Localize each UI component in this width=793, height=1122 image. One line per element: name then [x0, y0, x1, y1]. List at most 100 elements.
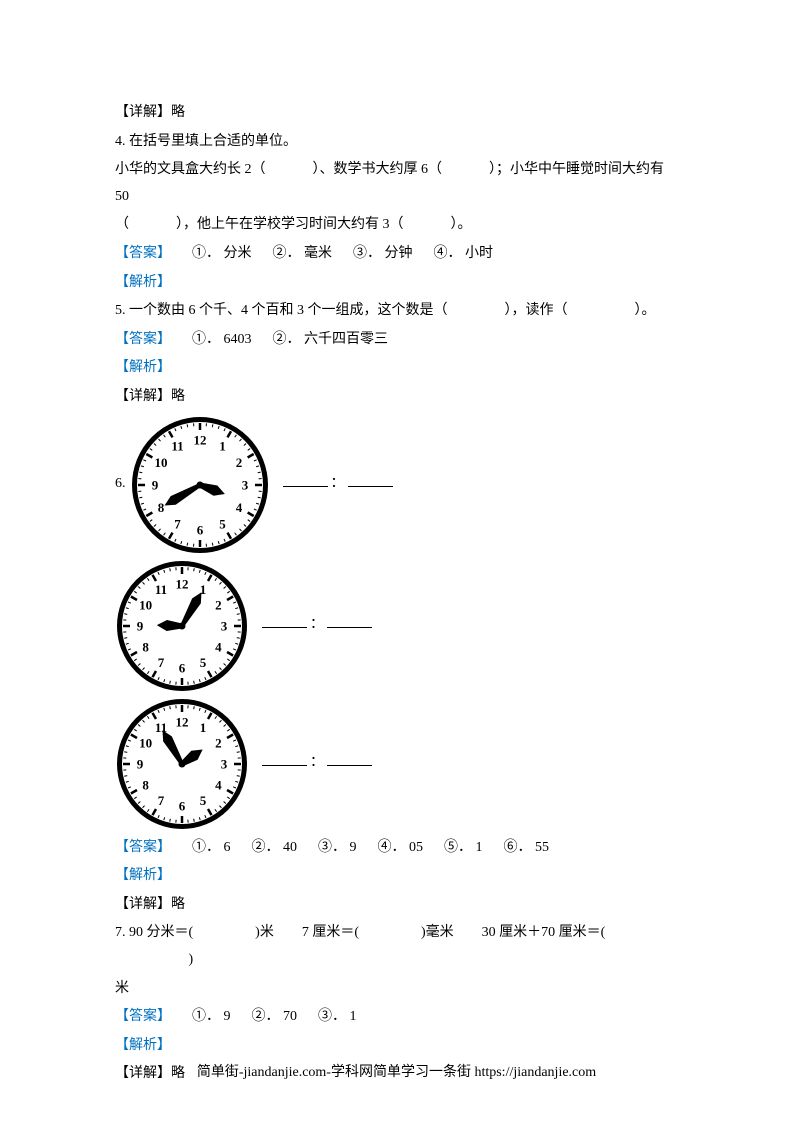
svg-text:7: 7	[174, 516, 181, 531]
q7-t3: )毫米 30 厘米＋70 厘米＝(	[421, 925, 605, 940]
svg-text:5: 5	[200, 792, 207, 807]
svg-text:11: 11	[155, 582, 167, 597]
q6-a5n: ⑤．	[444, 840, 472, 855]
q4-answer: 【答案】 ①． 分米 ②． 毫米 ③． 分钟 ④． 小时	[115, 241, 678, 268]
q4-c2: ），他上午在学校学习时间大约有 3（	[176, 217, 404, 232]
svg-text:6: 6	[179, 660, 186, 675]
q7-line2: 米	[115, 976, 678, 1003]
q6-a2n: ②．	[252, 840, 280, 855]
q4-b2: ）、数学书大约厚 6（	[313, 162, 443, 177]
q7-a3n: ③．	[318, 1009, 346, 1024]
q5-line1: 5. 一个数由 6 个千、4 个百和 3 个一组成，这个数是（ ），读作（ ）。	[115, 298, 678, 325]
svg-text:4: 4	[235, 500, 242, 515]
q4-line3: （ ），他上午在学校学习时间大约有 3（ ）。	[115, 212, 678, 239]
q6-clock-row-1: 6. 123456789101112 ：	[115, 415, 678, 555]
q6-a4n: ④．	[378, 840, 406, 855]
q5-num: 5.	[115, 303, 126, 318]
q4-line1: 4. 在括号里填上合适的单位。	[115, 129, 678, 156]
q6-a4v: 05	[409, 840, 423, 855]
q7-a3v: 1	[350, 1009, 357, 1024]
q7-t1: 7. 90 分米＝(	[115, 925, 193, 940]
svg-text:6: 6	[179, 798, 186, 813]
q4-a3v: 分钟	[385, 246, 413, 261]
q6-clock-1: 123456789101112	[130, 415, 270, 555]
q5-a2v: 六千四百零三	[304, 332, 388, 347]
q7-a2n: ②．	[252, 1009, 280, 1024]
q4-num: 4.	[115, 134, 126, 149]
q7-analysis-label: 【解析】	[115, 1038, 171, 1053]
q6-a1v: 6	[224, 840, 231, 855]
q6-time-3: ：	[259, 750, 375, 777]
q4-line2: 小华的文具盒大约长 2（ ）、数学书大约厚 6（ ）；小华中午睡觉时间大约有 5…	[115, 157, 678, 210]
svg-text:3: 3	[241, 477, 248, 492]
q5-analysis-label: 【解析】	[115, 360, 171, 375]
q5-a2n: ②．	[273, 332, 301, 347]
svg-text:8: 8	[142, 639, 149, 654]
q6-time-1: ：	[280, 471, 396, 498]
q7-a1n: ①．	[192, 1009, 220, 1024]
detail-omit-2: 【详解】略	[115, 384, 678, 411]
q4-b1: 小华的文具盒大约长 2（	[115, 162, 266, 177]
q4-a4n: ④．	[434, 246, 462, 261]
svg-text:9: 9	[137, 618, 144, 633]
svg-text:5: 5	[200, 654, 207, 669]
svg-text:7: 7	[158, 792, 165, 807]
svg-text:11: 11	[171, 438, 183, 453]
q7-t2: )米 7 厘米＝(	[255, 925, 359, 940]
q6-colon-3: ：	[310, 755, 324, 770]
q4-c3: ）。	[451, 217, 472, 232]
q5-answer-label: 【答案】	[115, 332, 171, 347]
q6-a3v: 9	[350, 840, 357, 855]
q6-num: 6.	[115, 471, 126, 498]
q7-a2v: 70	[283, 1009, 297, 1024]
q4-answer-label: 【答案】	[115, 246, 171, 261]
svg-text:3: 3	[221, 756, 228, 771]
q4-analysis-label: 【解析】	[115, 275, 171, 290]
q7-t4: )	[189, 952, 194, 967]
q6-clock-2: 123456789101112	[115, 559, 249, 693]
q7-analysis: 【解析】	[115, 1033, 678, 1060]
svg-text:2: 2	[215, 597, 222, 612]
q4-c1: （	[115, 217, 129, 232]
q7-answer: 【答案】 ①． 9 ②． 70 ③． 1	[115, 1004, 678, 1031]
q5-t1: 一个数由 6 个千、4 个百和 3 个一组成，这个数是（	[129, 303, 448, 318]
q5-answer: 【答案】 ①． 6403 ②． 六千四百零三	[115, 327, 678, 354]
svg-text:4: 4	[215, 639, 222, 654]
q6-a6v: 55	[535, 840, 549, 855]
svg-text:3: 3	[221, 618, 228, 633]
q5-a1n: ①．	[192, 332, 220, 347]
q4-analysis: 【解析】	[115, 270, 678, 297]
svg-text:12: 12	[193, 432, 206, 447]
svg-text:2: 2	[215, 735, 222, 750]
q7-answer-label: 【答案】	[115, 1009, 171, 1024]
q5-a1v: 6403	[224, 332, 252, 347]
svg-text:4: 4	[215, 777, 222, 792]
q6-answer: 【答案】 ①． 6 ②． 40 ③． 9 ④． 05 ⑤． 1 ⑥． 55	[115, 835, 678, 862]
detail-omit-1: 【详解】略	[115, 100, 678, 127]
q4-a1v: 分米	[224, 246, 252, 261]
q6-colon-2: ：	[310, 617, 324, 632]
q5-t2: ），读作（	[505, 303, 568, 318]
q4-a4v: 小时	[465, 246, 493, 261]
svg-text:1: 1	[200, 720, 207, 735]
q6-time-2: ：	[259, 612, 375, 639]
q6-a2v: 40	[283, 840, 297, 855]
svg-text:5: 5	[219, 516, 226, 531]
q4-a2v: 毫米	[304, 246, 332, 261]
q4-a3n: ③．	[353, 246, 381, 261]
svg-text:8: 8	[157, 500, 164, 515]
q6-a3n: ③．	[318, 840, 346, 855]
q4-a1n: ①．	[192, 246, 220, 261]
q5-analysis: 【解析】	[115, 355, 678, 382]
q6-a5v: 1	[476, 840, 483, 855]
svg-text:12: 12	[176, 576, 189, 591]
q4-text-a: 在括号里填上合适的单位。	[129, 134, 297, 149]
q6-clock-row-3: 123456789101112 ：	[115, 697, 678, 831]
svg-text:7: 7	[158, 654, 165, 669]
q6-answer-label: 【答案】	[115, 840, 171, 855]
q6-clock-row-2: 123456789101112 ：	[115, 559, 678, 693]
q6-a1n: ①．	[192, 840, 220, 855]
svg-text:2: 2	[235, 455, 242, 470]
svg-text:9: 9	[137, 756, 144, 771]
svg-text:12: 12	[176, 714, 189, 729]
